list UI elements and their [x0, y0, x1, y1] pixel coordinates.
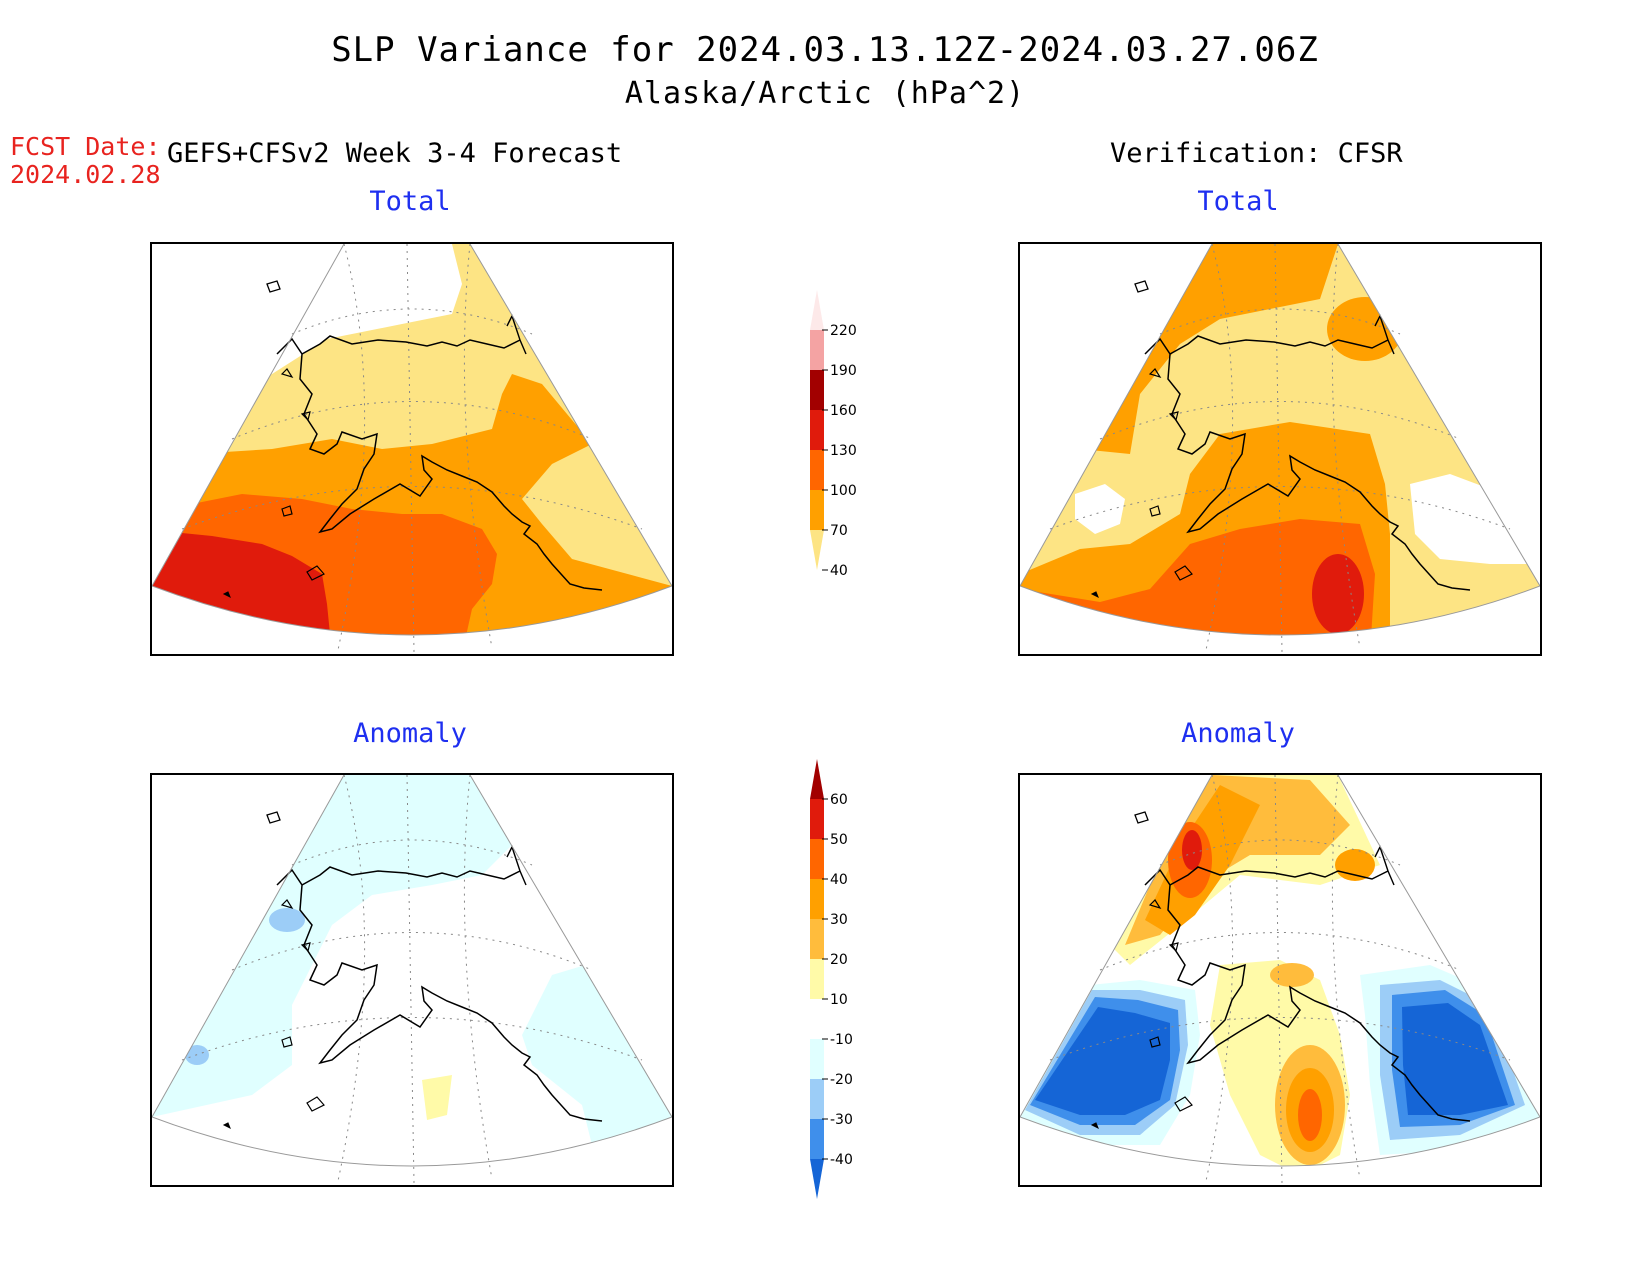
contour-fill-30-40 [1335, 849, 1375, 881]
colorbar-label: 130 [830, 443, 857, 459]
colorbar-swatch [810, 1079, 824, 1119]
contour-fill-20-30 [1270, 963, 1314, 987]
contour-fill-70-100 [1070, 244, 1338, 454]
colorbar-swatch [810, 530, 824, 570]
map-forecast-total [150, 242, 674, 656]
contour-fill-minus20-minus30 [269, 908, 305, 932]
colorbar-label: 50 [830, 832, 848, 848]
colorbar-label: 60 [830, 792, 848, 808]
contour-fill-70-100 [1327, 297, 1403, 361]
chart-title: SLP Variance for 2024.03.13.12Z-2024.03.… [331, 30, 1319, 70]
forecast-date-label: FCST Date: [10, 132, 161, 161]
colorbar-label: 100 [830, 483, 857, 499]
colorbar-label: -20 [830, 1072, 853, 1088]
colorbar-swatch [810, 959, 824, 999]
colorbar-swatch [810, 410, 824, 450]
colorbar-swatch [810, 879, 824, 919]
contour-fill-minus10-minus20 [152, 775, 512, 1117]
contour-fill-below-40 [1410, 474, 1530, 564]
colorbar-label: 40 [830, 563, 848, 579]
colorbar-label: 10 [830, 992, 848, 1008]
colorbar-label: 20 [830, 952, 848, 968]
forecast-model-label: GEFS+CFSv2 Week 3-4 Forecast [167, 138, 623, 169]
colorbar-swatch [810, 490, 824, 530]
contour-fill-10-20 [422, 1075, 452, 1120]
map-verification-total [1018, 242, 1542, 656]
chart-subtitle: Alaska/Arctic (hPa^2) [624, 76, 1026, 111]
colorbar-label: -30 [830, 1112, 853, 1128]
colorbar-swatch [810, 450, 824, 490]
colorbar-swatch [810, 370, 824, 410]
map-forecast-anomaly [150, 773, 674, 1187]
colorbar-swatch [810, 1159, 824, 1199]
colorbar-label: -40 [830, 1152, 853, 1168]
panel-title-forecast-total: Total [369, 186, 451, 217]
colorbar-label: -10 [830, 1032, 853, 1048]
colorbar-swatch [810, 1119, 824, 1159]
contour-fill-minus10-minus20 [522, 960, 672, 1145]
panel-title-verification-anomaly: Anomaly [1181, 718, 1295, 749]
colorbar-swatch [810, 759, 824, 799]
colorbar-swatch [810, 1039, 824, 1079]
colorbar-swatch [810, 839, 824, 879]
forecast-date-value: 2024.02.28 [10, 160, 161, 189]
colorbar-label: 30 [830, 912, 848, 928]
contour-fill-below-minus40 [1402, 1003, 1508, 1115]
colorbar-label: 160 [830, 403, 857, 419]
colorbar-label: 220 [830, 323, 857, 339]
colorbar-label: 70 [830, 523, 848, 539]
contour-fill-below-40 [1075, 484, 1125, 534]
colorbar-swatch [810, 330, 824, 370]
colorbar-swatch [810, 799, 824, 839]
colorbar-label: 40 [830, 872, 848, 888]
contour-fill-below-40 [242, 244, 462, 384]
contour-fill-50-60 [1182, 830, 1202, 870]
colorbar-swatch [810, 919, 824, 959]
colorbar-swatch [810, 999, 824, 1039]
map-verification-anomaly [1018, 773, 1542, 1187]
colorbar-swatch [810, 290, 824, 330]
colorbar-total: 220 190 160 130 100 70 40 [800, 282, 880, 626]
colorbar-label: 190 [830, 363, 857, 379]
contour-fill-130-160 [1312, 554, 1364, 634]
contour-fill-below-minus40 [1035, 1007, 1170, 1115]
verification-label: Verification: CFSR [1110, 138, 1403, 169]
colorbar-anomaly: 60 50 40 30 20 10 -10 -20 -30 -40 [800, 753, 880, 1207]
panel-title-verification-total: Total [1197, 186, 1279, 217]
panel-title-forecast-anomaly: Anomaly [353, 718, 467, 749]
contour-fill-40-50 [1298, 1089, 1322, 1141]
